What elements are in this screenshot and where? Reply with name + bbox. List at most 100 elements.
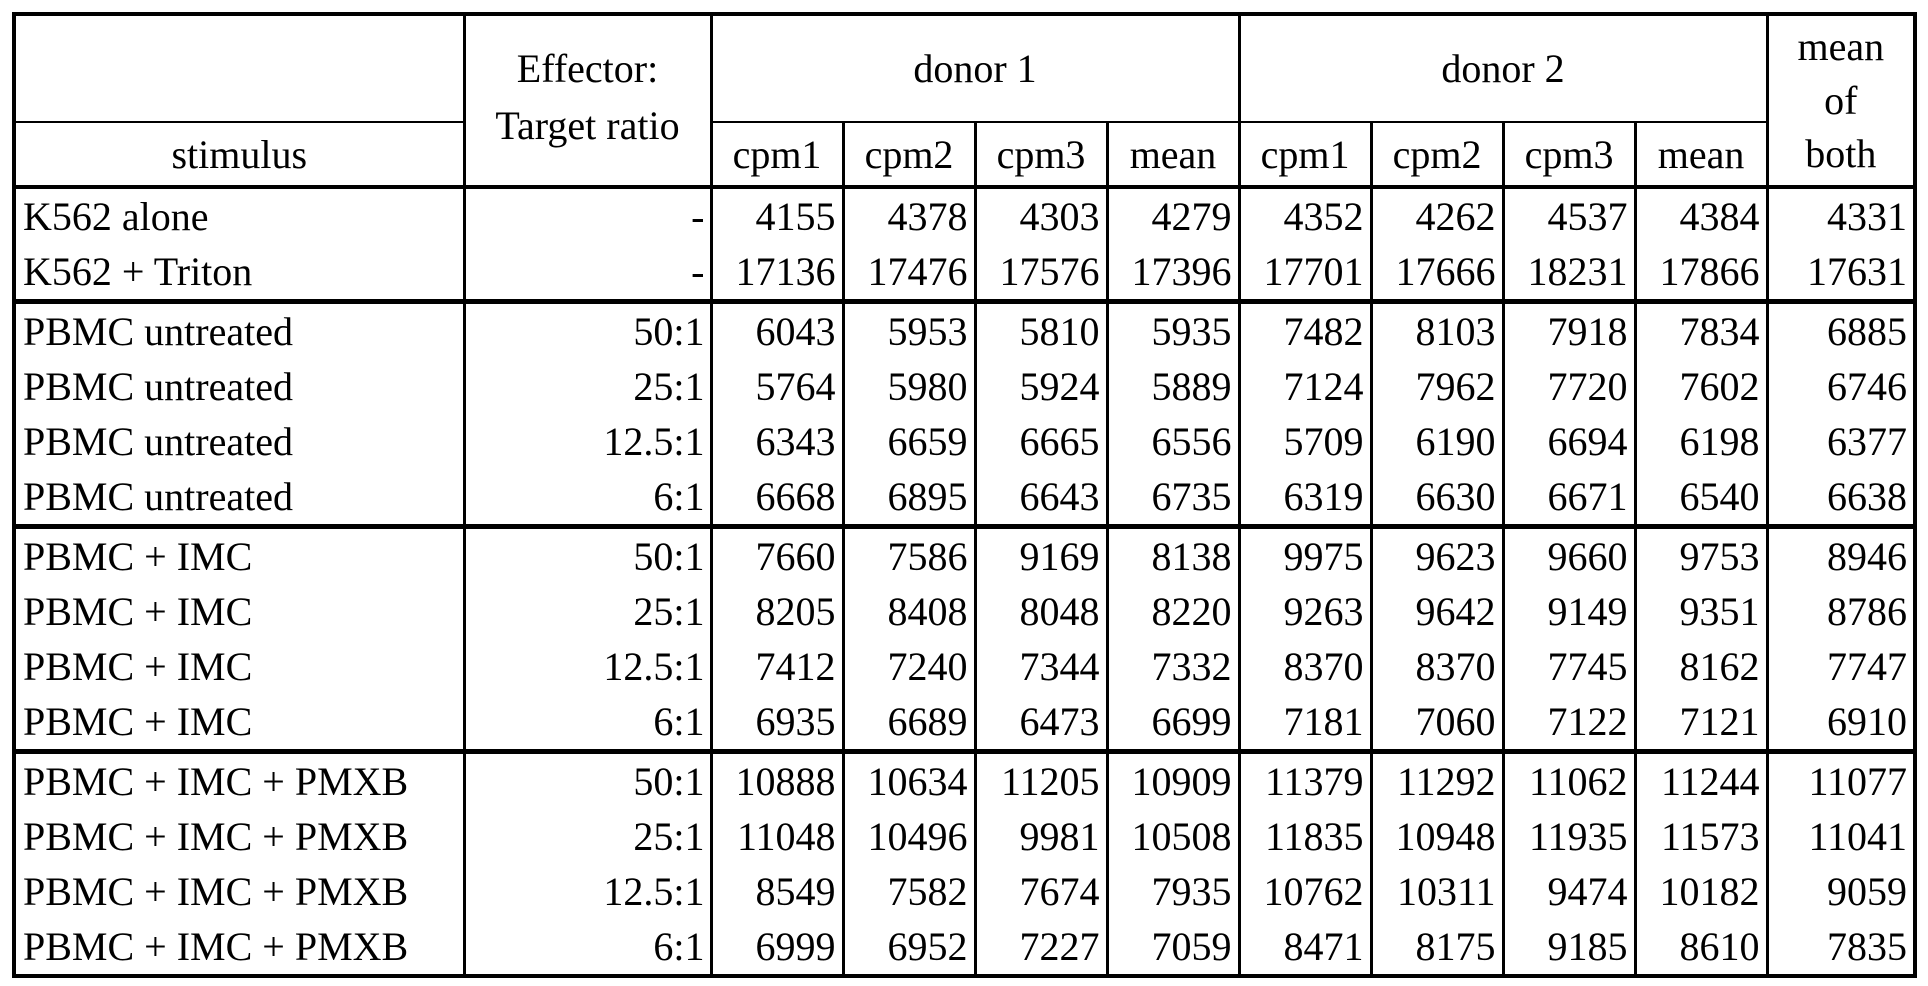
table-row: K562 + Triton -17136 17476 17576 17396 17701 1… [12,244,1917,302]
donor2-mean-cell: 4384 [1633,187,1769,244]
stimulus-cell: PBMC + IMC [12,584,466,639]
donor2-cpm1-cell: 4352 [1237,187,1373,244]
donor1-cpm3-cell: 4303 [973,187,1109,244]
stimulus-cell: PBMC + IMC + PMXB [12,919,466,976]
donor2-cpm1-cell: 8471 [1237,919,1373,976]
donor2-cpm3-cell: 9149 [1501,584,1637,639]
table-row: PBMC untreated 6:1 6668 6895 6643 6735 6319 663… [12,469,1917,527]
donor1-cpm1-cell: 7412 [709,639,845,694]
effector-target-ratio-cell: - [462,244,713,302]
donor1-cpm2-cell: 7582 [841,864,977,919]
table-row: PBMC + IMC 25:1 8205 8408 8048 8220 9263 9642 91… [12,584,1917,639]
effector-target-ratio-cell: 12.5:1 [462,414,713,469]
donor2-mean-cell: 7121 [1633,694,1769,752]
table-row: K562 alone -4155 4378 4303 4279 4352 4262 4537 4… [12,187,1917,244]
donor1-cpm3-cell: 7344 [973,639,1109,694]
corner-spacer-cell [12,14,466,123]
header-top-row: Effector: Target ratio donor 1 donor 2 m… [12,14,1917,187]
table-body: K562 alone -4155 4378 4303 4279 4352 4262 4537 4… [12,187,1917,976]
donor1-mean-cell: 7332 [1105,639,1241,694]
donor1-mean-cell: 7059 [1105,919,1241,976]
donor2-cpm1-cell: 5709 [1237,414,1373,469]
donor2-cpm2-cell: 8370 [1369,639,1505,694]
effector-target-ratio-cell: 25:1 [462,584,713,639]
donor1-cpm2-cell: 10634 [841,749,977,809]
donor2-mean-header: mean [1633,122,1769,187]
mean-of-both-cell: 6638 [1765,469,1917,527]
stimulus-cell: K562 + Triton [12,244,466,302]
mean-of-both-line1: mean [1797,24,1885,70]
table-row: PBMC + IMC + PMXB 25:1 11048 10496 9981 10508… [12,809,1917,864]
donor1-cpm3-cell: 8048 [973,584,1109,639]
donor2-cpm3-cell: 9185 [1501,919,1637,976]
donor2-cpm1-header: cpm1 [1237,122,1373,187]
donor1-cpm1-cell: 8549 [709,864,845,919]
mean-of-both-cell: 7835 [1765,919,1917,976]
stimulus-cell: PBMC untreated [12,414,466,469]
donor1-cpm3-cell: 11205 [973,749,1109,809]
donor1-mean-cell: 17396 [1105,244,1241,302]
mean-of-both-cell: 6885 [1765,299,1917,359]
donor1-cpm1-cell: 7660 [709,524,845,584]
donor2-cpm1-cell: 9975 [1237,524,1373,584]
donor2-cpm1-cell: 7181 [1237,694,1373,752]
donor2-cpm2-cell: 8103 [1369,299,1505,359]
donor1-cpm2-cell: 6895 [841,469,977,527]
effector-target-ratio-cell: 6:1 [462,469,713,527]
donor2-mean-cell: 6198 [1633,414,1769,469]
donor1-cpm3-cell: 6665 [973,414,1109,469]
table-row: PBMC + IMC + PMXB 50:1 10888 10634 11205 1090… [12,749,1917,809]
donor1-mean-cell: 7935 [1105,864,1241,919]
table-row: PBMC + IMC 50:1 7660 7586 9169 8138 9975 9623 96… [12,524,1917,584]
donor2-cpm2-cell: 8175 [1369,919,1505,976]
donor2-cpm1-cell: 11835 [1237,809,1373,864]
mean-of-both-cell: 7747 [1765,639,1917,694]
donor2-cpm1-cell: 6319 [1237,469,1373,527]
mean-of-both-line2: of [1824,77,1858,123]
mean-of-both-cell: 9059 [1765,864,1917,919]
donor1-cpm1-cell: 10888 [709,749,845,809]
donor2-mean-cell: 10182 [1633,864,1769,919]
donor1-cpm2-cell: 10496 [841,809,977,864]
donor2-cpm1-cell: 9263 [1237,584,1373,639]
mean-of-both-cell: 11077 [1765,749,1917,809]
donor2-cpm3-cell: 18231 [1501,244,1637,302]
donor1-cpm3-cell: 7227 [973,919,1109,976]
donor1-cpm1-cell: 17136 [709,244,845,302]
effector-target-ratio-cell: 6:1 [462,919,713,976]
donor1-cpm3-cell: 7674 [973,864,1109,919]
donor1-mean-cell: 10508 [1105,809,1241,864]
donor1-cpm3-cell: 9169 [973,524,1109,584]
donor2-cpm2-cell: 4262 [1369,187,1505,244]
mean-of-both-cell: 6377 [1765,414,1917,469]
donor2-cpm3-cell: 9660 [1501,524,1637,584]
donor1-cpm1-cell: 5764 [709,359,845,414]
donor1-cpm3-cell: 6473 [973,694,1109,752]
donor1-cpm3-cell: 5924 [973,359,1109,414]
stimulus-cell: PBMC + IMC + PMXB [12,749,466,809]
donor2-cpm2-cell: 17666 [1369,244,1505,302]
table-row: PBMC + IMC + PMXB 12.5:1 8549 7582 7674 7935 1… [12,864,1917,919]
donor2-cpm3-cell: 11062 [1501,749,1637,809]
stimulus-cell: PBMC + IMC [12,639,466,694]
donor2-cpm1-cell: 7482 [1237,299,1373,359]
donor1-mean-cell: 6699 [1105,694,1241,752]
donor1-cpm2-cell: 6952 [841,919,977,976]
donor1-cpm3-cell: 5810 [973,299,1109,359]
donor2-cpm3-cell: 7720 [1501,359,1637,414]
donor2-cpm3-header: cpm3 [1501,122,1637,187]
cytotoxicity-assay-table: Effector: Target ratio donor 1 donor 2 m… [12,12,1918,978]
donor1-mean-header: mean [1105,122,1241,187]
donor2-cpm2-header: cpm2 [1369,122,1505,187]
donor2-cpm3-cell: 7918 [1501,299,1637,359]
header-sub-row: stimulus cpm1 cpm2 cpm3 mean cpm1 cpm2 c… [12,122,1915,187]
donor2-mean-cell: 7602 [1633,359,1769,414]
donor2-cpm2-cell: 6190 [1369,414,1505,469]
stimulus-cell: PBMC + IMC + PMXB [12,864,466,919]
mean-of-both-cell: 8946 [1765,524,1917,584]
donor2-mean-cell: 9753 [1633,524,1769,584]
mean-of-both-cell: 17631 [1765,244,1917,302]
donor1-cpm1-cell: 6668 [709,469,845,527]
mean-of-both-line3: both [1805,131,1877,177]
stimulus-cell: PBMC + IMC [12,524,466,584]
